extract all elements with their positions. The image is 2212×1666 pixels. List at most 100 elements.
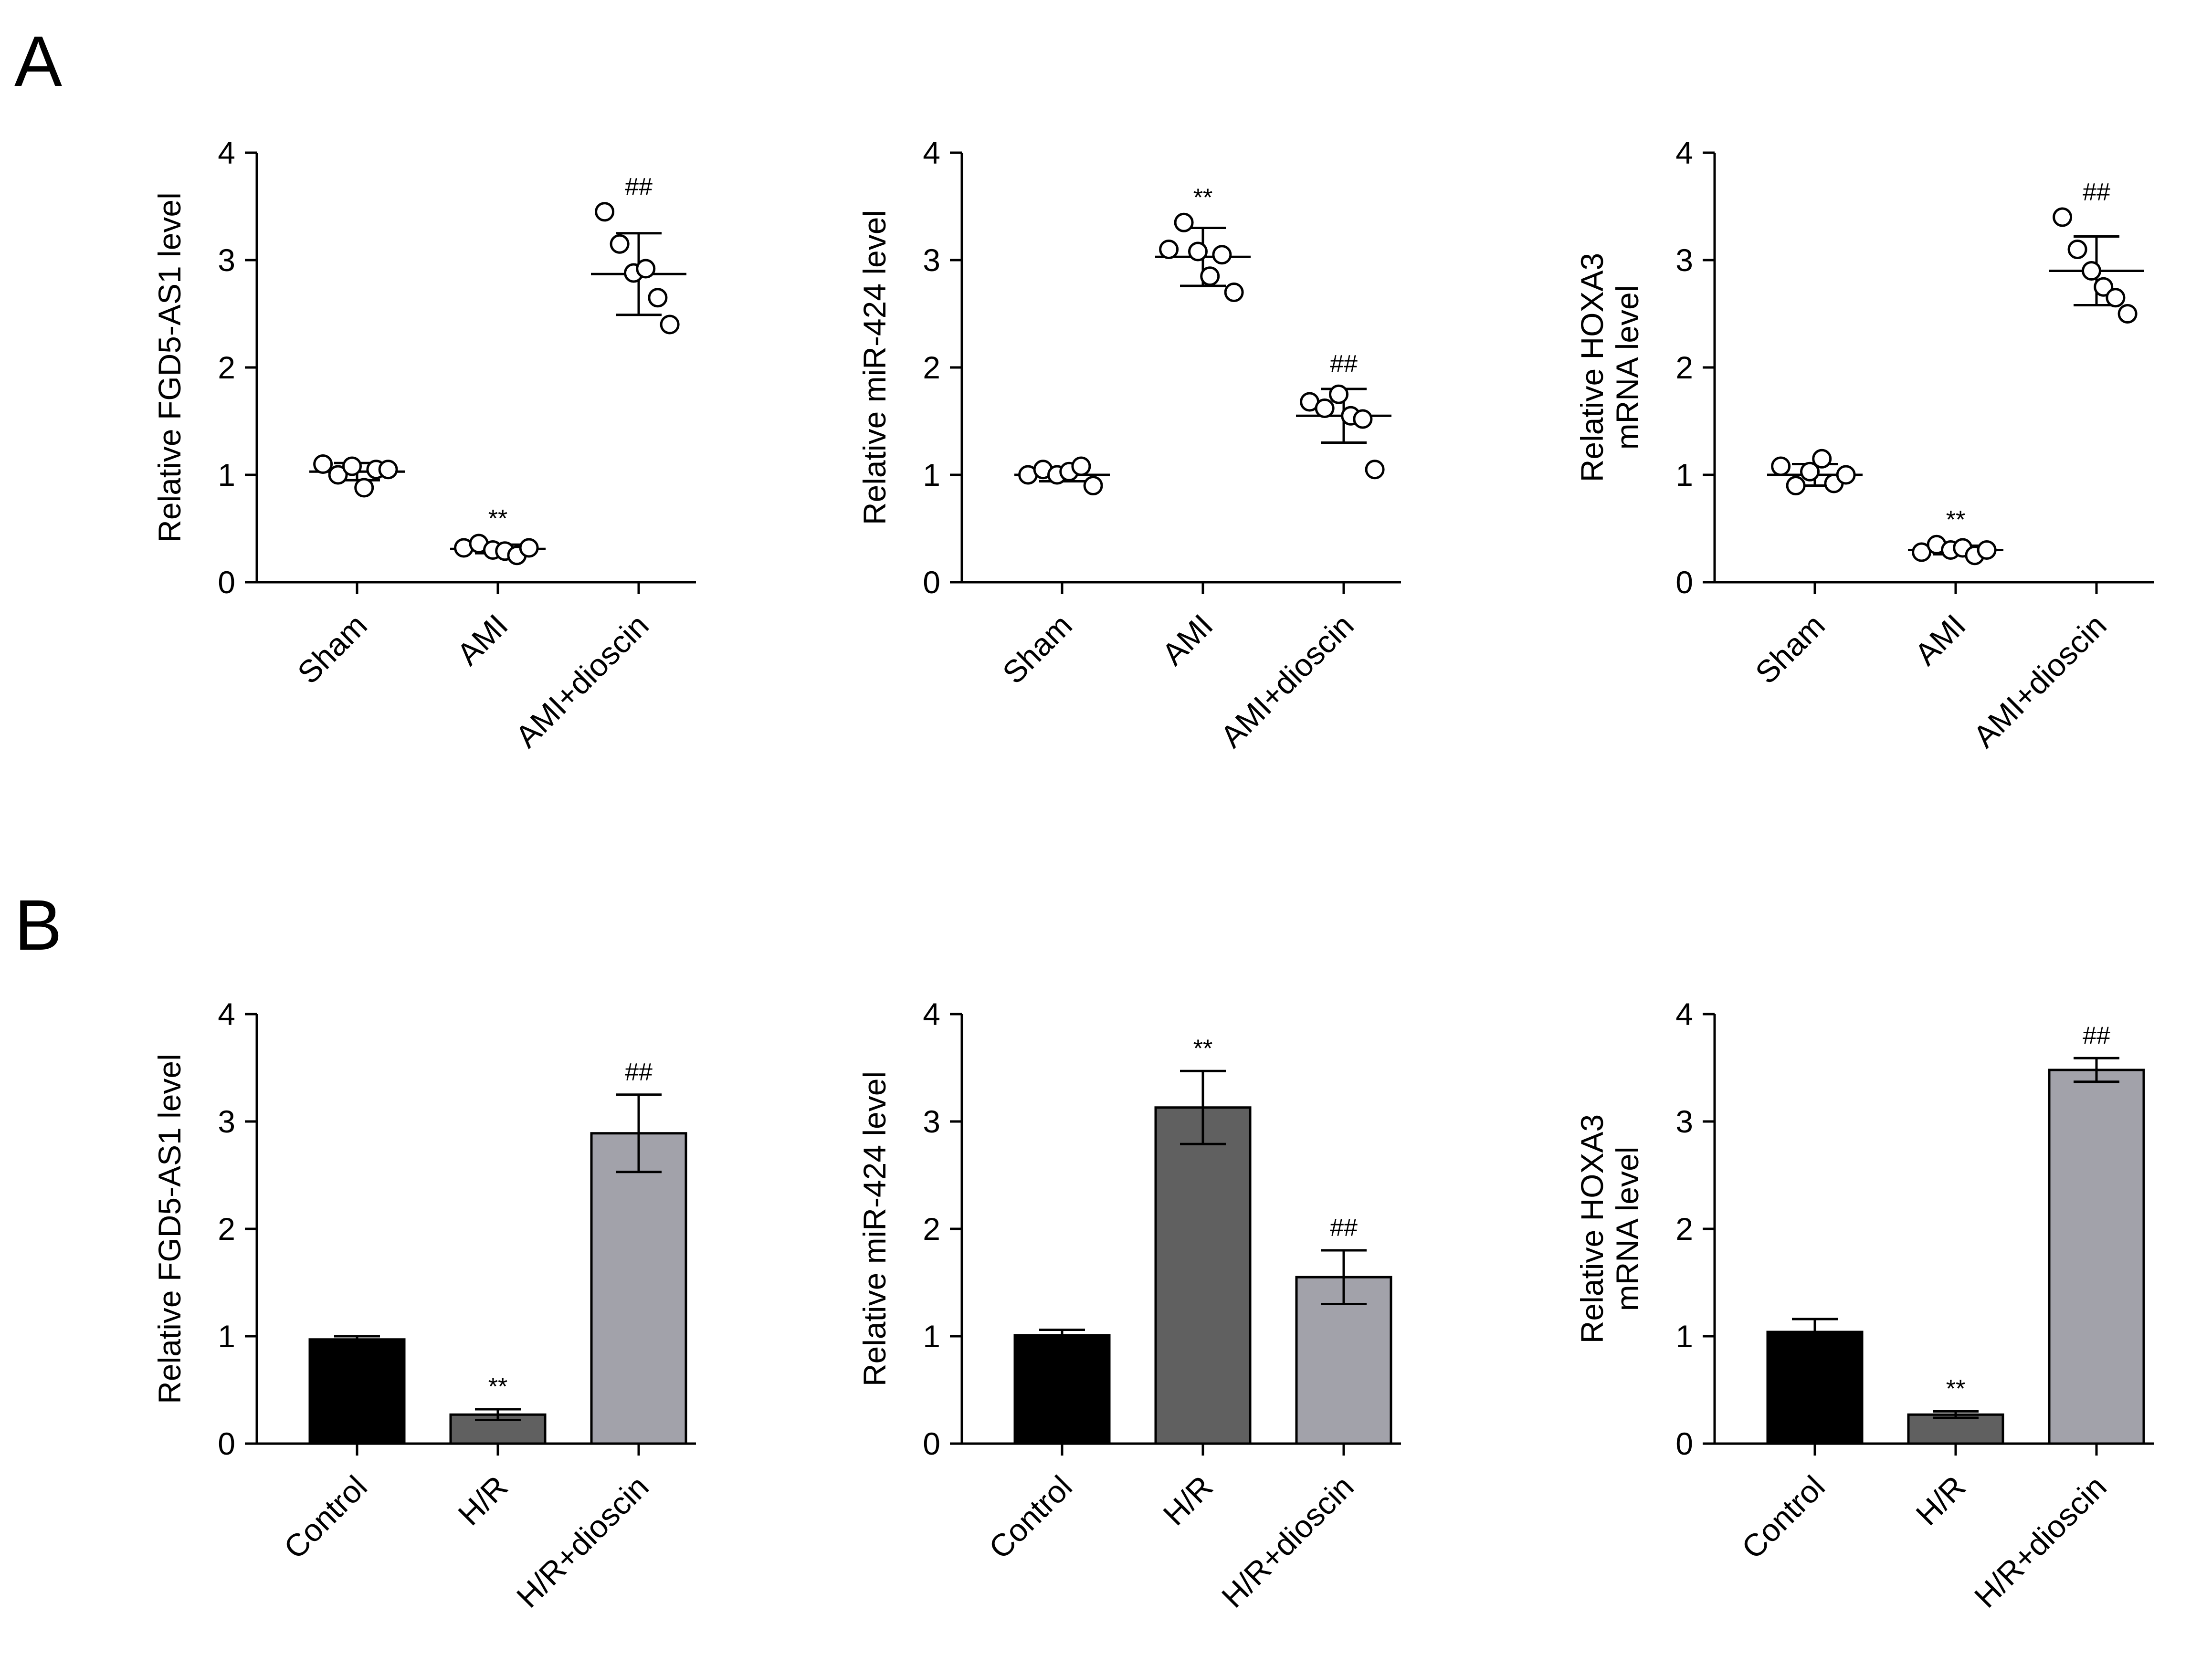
- y-tick-label: 2: [1675, 350, 1693, 385]
- data-point: [1315, 398, 1335, 418]
- x-tick-label: Sham: [996, 608, 1079, 691]
- y-tick-label: 1: [1675, 457, 1693, 492]
- y-tick-label: 0: [1675, 565, 1693, 600]
- bar: [1013, 1334, 1111, 1445]
- data-point: [354, 478, 374, 498]
- y-tick-label: 2: [218, 1211, 235, 1247]
- data-point: [610, 234, 630, 254]
- significance-label: ##: [2083, 178, 2110, 206]
- y-axis-label: Relative miR-424 level: [857, 1071, 892, 1386]
- data-point: [2053, 207, 2073, 227]
- data-point: [1812, 449, 1832, 469]
- x-tick-label: Control: [982, 1469, 1079, 1566]
- y-tick-label: 2: [1675, 1211, 1693, 1247]
- y-axis-label: Relative miR-424 level: [857, 210, 892, 525]
- group-AMI: **: [1155, 184, 1251, 302]
- x-tick-label: H/R: [1909, 1469, 1972, 1532]
- x-tick-label: H/R: [1156, 1469, 1220, 1532]
- group-AMI: **: [1908, 506, 2003, 566]
- data-point: [328, 465, 348, 485]
- bar-group-H/R+dioscin: ##: [1295, 1214, 1392, 1445]
- significance-label: ##: [1330, 350, 1358, 378]
- data-point: [1836, 465, 1856, 485]
- y-tick-label: 1: [923, 1319, 940, 1354]
- y-tick-label: 2: [923, 1211, 940, 1247]
- x-tick-label: AMI+dioscin: [508, 608, 655, 754]
- x-tick-label: AMI+dioscin: [1213, 608, 1360, 754]
- data-point: [1188, 241, 1208, 262]
- chart-5: 0 1 2 3 4 Control H/RH/R+dioscin Relative miR-4…: [857, 996, 1401, 1614]
- data-point: [1786, 476, 1806, 495]
- data-point: [1212, 245, 1232, 265]
- y-tick-label: 0: [923, 565, 940, 600]
- data-point: [378, 460, 398, 480]
- data-point: [2117, 304, 2138, 324]
- y-tick-label: 4: [1675, 996, 1693, 1032]
- y-tick-label: 3: [218, 1104, 235, 1139]
- y-axis-label: Relative HOXA3: [1574, 1114, 1610, 1344]
- significance-label: **: [1946, 506, 1965, 534]
- group-AMI: **: [450, 505, 546, 566]
- y-tick-label: 3: [218, 242, 235, 278]
- bar-group-Control: [1013, 1329, 1111, 1445]
- y-tick-label: 1: [218, 457, 235, 492]
- y-axis-label: Relative HOXA3: [1574, 253, 1610, 482]
- data-point: [2094, 277, 2114, 297]
- data-point: [1200, 266, 1220, 286]
- x-tick-label: H/R+dioscin: [1215, 1469, 1360, 1614]
- bar-group-H/R: **: [1907, 1375, 2004, 1445]
- data-point: [1365, 460, 1385, 480]
- y-tick-label: 3: [1675, 242, 1693, 278]
- y-axis-label: Relative FGD5-AS1 level: [152, 1054, 187, 1404]
- chart-6: 0 1 2 3 4 Control H/RH/R+dioscin Relative HOXA3…: [1574, 996, 2154, 1614]
- group-Sham: [309, 454, 405, 498]
- significance-label: ##: [625, 173, 653, 201]
- x-tick-label: Control: [277, 1469, 374, 1566]
- y-tick-label: 3: [923, 242, 940, 278]
- data-point: [595, 202, 615, 222]
- significance-label: ##: [625, 1058, 653, 1086]
- y-axis-label: Relative FGD5-AS1 level: [152, 192, 187, 543]
- group-AMI+dioscin: ##: [591, 173, 686, 335]
- y-tick-label: 3: [1675, 1104, 1693, 1139]
- significance-label: **: [1193, 184, 1212, 211]
- data-point: [2082, 261, 2101, 281]
- x-tick-label: H/R+dioscin: [510, 1469, 655, 1614]
- data-point: [1329, 384, 1348, 404]
- y-tick-label: 0: [923, 1426, 940, 1461]
- group-AMI+dioscin: ##: [1296, 350, 1391, 480]
- bar: [1766, 1331, 1864, 1445]
- y-tick-label: 3: [923, 1104, 940, 1139]
- data-point: [1912, 542, 1932, 562]
- group-AMI+dioscin: ##: [2049, 178, 2144, 324]
- bar-group-H/R: **: [1154, 1035, 1252, 1445]
- panel-label-a: A: [14, 21, 62, 101]
- data-point: [519, 538, 539, 558]
- significance-label: **: [488, 1373, 507, 1401]
- significance-label: **: [1946, 1375, 1965, 1403]
- data-point: [648, 288, 668, 308]
- y-tick-label: 1: [923, 457, 940, 492]
- significance-label: **: [488, 505, 507, 533]
- x-tick-label: Sham: [1749, 608, 1832, 691]
- y-axis-label: mRNA level: [1610, 1147, 1645, 1311]
- x-tick-label: H/R: [451, 1469, 515, 1532]
- y-tick-label: 4: [1675, 135, 1693, 170]
- bar-group-H/R+dioscin: ##: [2048, 1022, 2145, 1445]
- bar: [2048, 1069, 2145, 1445]
- bar: [308, 1338, 406, 1445]
- x-tick-label: AMI+dioscin: [1966, 608, 2113, 754]
- y-tick-label: 4: [218, 135, 235, 170]
- y-tick-label: 1: [1675, 1319, 1693, 1354]
- bar-group-H/R+dioscin: ##: [590, 1058, 687, 1445]
- x-tick-label: H/R+dioscin: [1968, 1469, 2113, 1614]
- x-tick-label: AMI: [1155, 608, 1220, 672]
- y-tick-label: 4: [923, 996, 940, 1032]
- bar: [590, 1132, 687, 1445]
- y-tick-label: 0: [1675, 1426, 1693, 1461]
- data-point: [1224, 283, 1244, 302]
